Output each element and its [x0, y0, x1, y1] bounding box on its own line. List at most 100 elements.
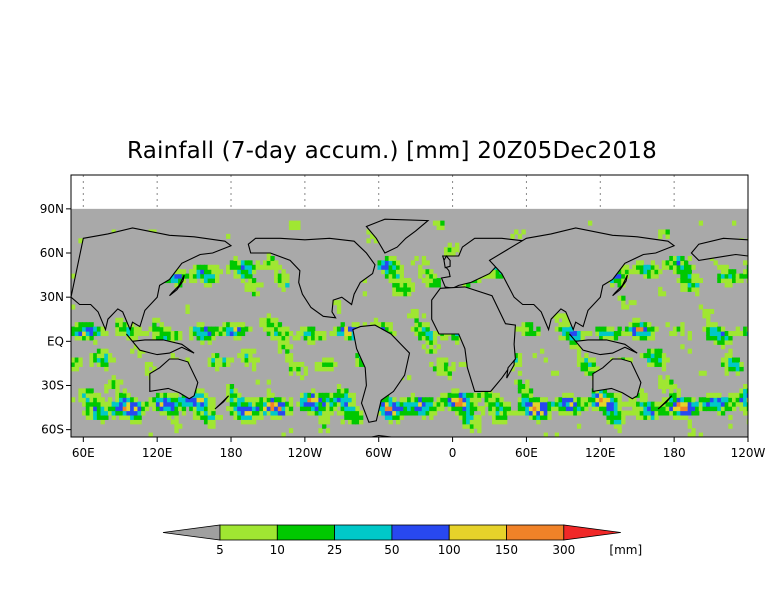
rain-cell	[429, 397, 434, 403]
colorbar-label: 10	[270, 543, 285, 557]
rain-cell	[743, 401, 748, 407]
rain-cell	[665, 264, 670, 270]
rain-cell	[432, 339, 438, 345]
rain-cell	[532, 401, 537, 407]
rain-cell	[565, 335, 571, 341]
rain-cell	[743, 392, 748, 398]
rain-cell	[89, 335, 94, 341]
rain-cell	[421, 278, 427, 284]
rain-cell	[237, 264, 242, 270]
rain-cell	[421, 401, 427, 407]
rain-cell	[554, 370, 560, 376]
rain-cell	[617, 269, 622, 275]
rain-cell	[735, 370, 740, 376]
rain-cell	[669, 401, 674, 407]
rain-cell	[215, 353, 220, 359]
rain-cell	[189, 406, 194, 412]
rain-cell	[137, 410, 142, 416]
rain-cell	[543, 432, 548, 437]
rain-cell	[96, 397, 102, 403]
rain-cell	[351, 419, 356, 425]
rain-cell	[462, 410, 467, 416]
rain-cell	[440, 335, 445, 341]
rain-cell	[731, 392, 737, 398]
rain-cell	[624, 326, 630, 332]
rain-cell	[388, 278, 393, 284]
rain-cell	[215, 357, 220, 363]
rain-cell	[285, 335, 290, 341]
rain-cell	[137, 348, 142, 354]
rain-cell	[100, 353, 105, 359]
rain-cell	[517, 397, 523, 403]
rain-cell	[115, 388, 120, 394]
rain-cell	[702, 313, 707, 319]
rain-cell	[296, 401, 301, 407]
rain-cell	[414, 255, 419, 261]
rain-cell	[392, 406, 397, 412]
rain-cell	[606, 392, 611, 398]
rain-cell	[178, 273, 183, 279]
rain-cell	[240, 278, 246, 284]
rain-cell	[170, 353, 175, 359]
rain-cell	[643, 414, 648, 420]
rain-cell	[281, 326, 286, 332]
rain-cell	[74, 331, 79, 337]
rain-cell	[296, 335, 301, 341]
rain-cell	[584, 361, 589, 367]
rain-cell	[539, 406, 545, 412]
rain-cell	[687, 423, 692, 429]
rain-cell	[226, 384, 231, 390]
rain-cell	[307, 335, 312, 341]
rain-cell	[93, 401, 98, 407]
rain-cell	[639, 260, 644, 266]
rain-cell	[451, 397, 456, 403]
rain-cell	[237, 335, 242, 341]
rain-cell	[443, 357, 449, 363]
rain-cell	[303, 331, 308, 337]
rain-cell	[307, 410, 312, 416]
rain-cell	[237, 353, 242, 359]
rain-cell	[159, 322, 164, 328]
rain-cell	[196, 397, 201, 403]
rain-cell	[207, 331, 212, 337]
rain-cell	[100, 414, 105, 420]
rain-cell	[104, 331, 109, 337]
rain-cell	[133, 397, 139, 403]
rain-cell	[122, 406, 127, 412]
rain-cell	[248, 273, 253, 279]
rain-cell	[126, 410, 131, 416]
rain-cell	[635, 331, 641, 337]
rain-cell	[366, 229, 371, 235]
rain-cell	[695, 286, 700, 292]
rain-cell	[325, 428, 331, 434]
rain-cell	[329, 357, 334, 363]
rain-cell	[506, 406, 512, 412]
rain-cell	[85, 414, 91, 420]
rain-cell	[395, 264, 401, 270]
rain-cell	[599, 397, 604, 403]
rain-cell	[746, 269, 748, 275]
rain-cell	[392, 291, 397, 297]
rain-cell	[436, 344, 441, 350]
rain-cell	[661, 264, 667, 270]
rain-cell	[196, 264, 201, 270]
rain-cell	[259, 410, 264, 416]
rain-cell	[266, 397, 272, 403]
rain-cell	[96, 353, 102, 359]
rain-cell	[680, 255, 685, 261]
rain-cell	[277, 278, 283, 284]
rain-cell	[539, 414, 545, 420]
rain-cell	[192, 331, 198, 337]
rain-cell	[325, 406, 331, 412]
rain-cell	[410, 260, 416, 266]
rain-cell	[451, 388, 456, 394]
rain-cell	[277, 406, 283, 412]
rain-cell	[384, 410, 390, 416]
colorbar-min-arrow	[162, 524, 221, 541]
rain-cell	[495, 414, 500, 420]
rain-cell	[152, 326, 157, 332]
rain-cell	[672, 406, 678, 412]
rain-cell	[244, 419, 249, 425]
rain-cell	[672, 410, 678, 416]
rain-cell	[344, 397, 349, 403]
